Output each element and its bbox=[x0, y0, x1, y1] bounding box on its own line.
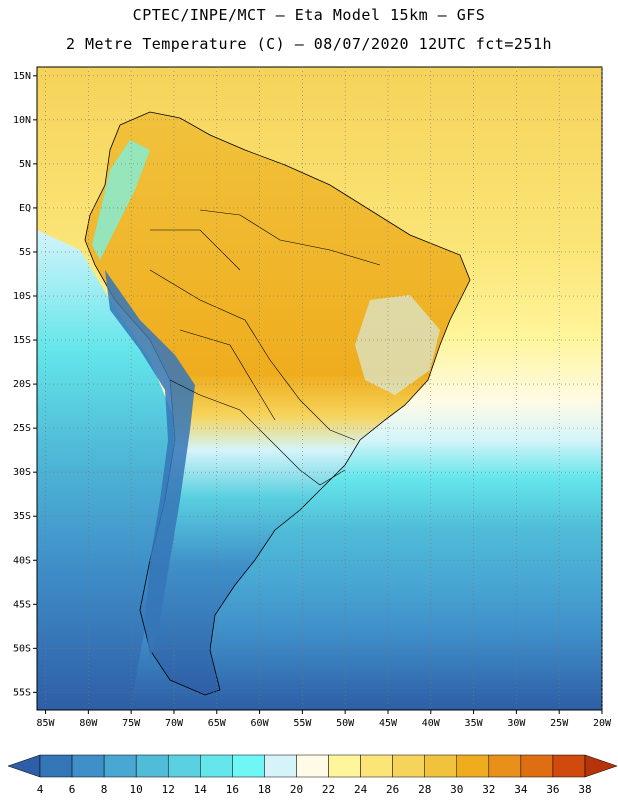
lat-label: 40S bbox=[13, 555, 31, 566]
lat-label: 10N bbox=[13, 115, 31, 126]
colorbar-swatch bbox=[200, 754, 233, 778]
colorbar-label: 6 bbox=[69, 783, 76, 796]
lon-label: 65W bbox=[208, 718, 227, 729]
lat-label: 10S bbox=[13, 291, 31, 302]
andes-north bbox=[92, 140, 150, 260]
lon-label: 70W bbox=[165, 718, 184, 729]
colorbar-label: 32 bbox=[482, 783, 495, 796]
lon-label: 60W bbox=[251, 718, 270, 729]
longitude-labels: 85W 80W 75W 70W 65W 60W 55W 50W 45W 40W 35W 30W 25W 2… bbox=[37, 710, 612, 729]
lat-label: 15N bbox=[13, 71, 31, 82]
highlands-patch bbox=[355, 295, 440, 395]
colorbar-label: 30 bbox=[450, 783, 463, 796]
colorbar-label: 12 bbox=[162, 783, 175, 796]
lon-label: 40W bbox=[422, 718, 441, 729]
colorbar-label: 20 bbox=[290, 783, 303, 796]
lon-label: 45W bbox=[379, 718, 398, 729]
colorbar-label: 8 bbox=[101, 783, 108, 796]
lon-label: 30W bbox=[507, 718, 526, 729]
map-frame bbox=[36, 66, 603, 711]
colorbar-label: 16 bbox=[226, 783, 239, 796]
lat-label: 45S bbox=[13, 599, 31, 610]
lat-label: 50S bbox=[13, 643, 31, 654]
lat-label: 5N bbox=[19, 159, 31, 170]
latitude-labels: 15N 10N 5N EQ 5S 10S 15S 20S 25S 30S 35S 40S 45S 50S 5… bbox=[13, 71, 37, 698]
colorbar-arrow-high bbox=[584, 754, 618, 778]
colorbar-swatch bbox=[135, 754, 169, 778]
lat-label: 20S bbox=[13, 379, 31, 390]
colorbar-label: 28 bbox=[418, 783, 431, 796]
lat-label: EQ bbox=[19, 203, 31, 214]
colorbar-label: 24 bbox=[354, 783, 368, 796]
colorbar-label: 4 bbox=[37, 783, 44, 796]
colorbar-swatch bbox=[424, 754, 458, 778]
colorbar-swatch bbox=[328, 754, 361, 778]
colorbar-label: 14 bbox=[194, 783, 208, 796]
colorbar-swatch bbox=[296, 754, 329, 778]
colorbar-swatch bbox=[71, 754, 105, 778]
colorbar: 4 6 8 10 12 14 16 18 20 22 24 26 28 30 32 34 36 38 bbox=[7, 754, 618, 796]
lat-label: 25S bbox=[13, 423, 31, 434]
map-field bbox=[37, 67, 602, 710]
lon-label: 50W bbox=[336, 718, 355, 729]
lon-label: 20W bbox=[593, 718, 612, 729]
map-title-line1: CPTEC/INPE/MCT — Eta Model 15km — GFS bbox=[132, 6, 486, 24]
colorbar-swatch bbox=[39, 754, 73, 778]
lat-label: 55S bbox=[13, 687, 31, 698]
colorbar-swatch bbox=[392, 754, 425, 778]
colorbar-label: 26 bbox=[386, 783, 399, 796]
colorbar-label: 34 bbox=[514, 783, 528, 796]
lat-label: 30S bbox=[13, 467, 31, 478]
colorbar-swatch bbox=[264, 754, 297, 778]
colorbar-label: 22 bbox=[322, 783, 335, 796]
colorbar-swatch bbox=[232, 754, 265, 778]
colorbar-swatch bbox=[167, 754, 201, 778]
colorbar-swatch bbox=[456, 754, 490, 778]
lon-label: 25W bbox=[550, 718, 569, 729]
lon-label: 80W bbox=[79, 718, 98, 729]
country-borders bbox=[149, 209, 381, 486]
colorbar-arrow-low bbox=[7, 754, 41, 778]
colorbar-swatch bbox=[520, 754, 554, 778]
lon-label: 55W bbox=[293, 718, 312, 729]
colorbar-swatch bbox=[552, 754, 586, 778]
colorbar-label: 36 bbox=[546, 783, 559, 796]
colorbar-label: 10 bbox=[130, 783, 143, 796]
colorbar-swatch bbox=[360, 754, 393, 778]
colorbar-swatch bbox=[488, 754, 522, 778]
lon-label: 75W bbox=[122, 718, 141, 729]
colorbar-swatch bbox=[103, 754, 137, 778]
lon-label: 85W bbox=[37, 718, 56, 729]
andes-south bbox=[105, 270, 195, 660]
lon-label: 35W bbox=[465, 718, 484, 729]
map-title-line2: 2 Metre Temperature (C) — 08/07/2020 12U… bbox=[65, 35, 553, 53]
lat-label: 5S bbox=[19, 247, 31, 258]
colorbar-label: 38 bbox=[578, 783, 591, 796]
lat-label: 35S bbox=[13, 511, 31, 522]
colorbar-label: 18 bbox=[258, 783, 271, 796]
lat-label: 15S bbox=[13, 335, 31, 346]
